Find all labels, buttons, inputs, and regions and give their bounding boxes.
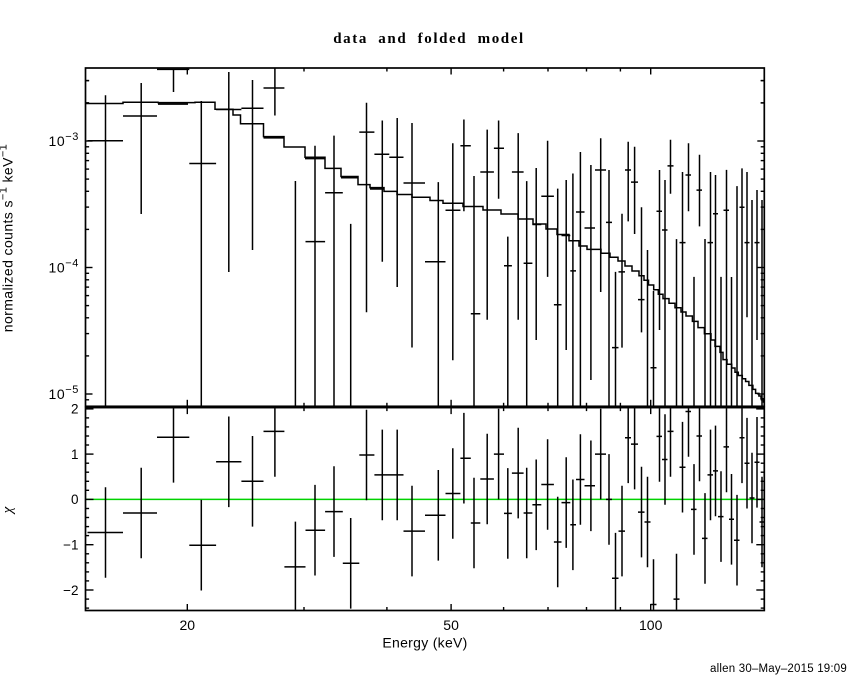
svg-text:χ: χ xyxy=(0,506,16,515)
svg-text:Energy (keV): Energy (keV) xyxy=(382,635,467,651)
svg-text:−2: −2 xyxy=(63,583,78,598)
svg-text:allen 30–May–2015 19:09: allen 30–May–2015 19:09 xyxy=(710,663,847,675)
svg-text:2: 2 xyxy=(71,402,79,417)
svg-text:normalized counts s−1 keV−1: normalized counts s−1 keV−1 xyxy=(0,144,16,332)
svg-text:100: 100 xyxy=(639,617,663,633)
svg-text:1: 1 xyxy=(71,447,79,462)
svg-text:20: 20 xyxy=(180,617,196,633)
svg-text:0: 0 xyxy=(71,492,79,507)
svg-text:data and folded model: data and folded model xyxy=(333,31,525,47)
svg-text:50: 50 xyxy=(443,617,459,633)
svg-text:−1: −1 xyxy=(63,538,78,553)
